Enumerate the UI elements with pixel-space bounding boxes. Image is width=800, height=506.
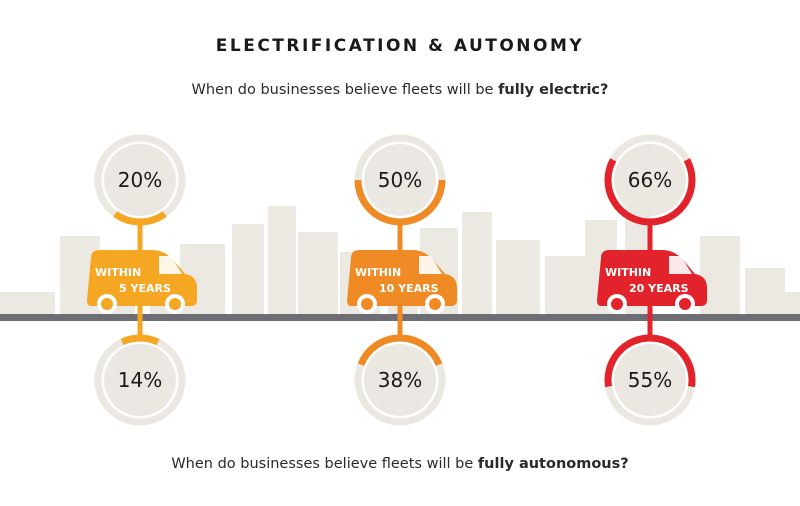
autonomous-value-label: 38% (378, 368, 422, 392)
question-fully-electric-emphasis: fully electric? (498, 82, 609, 98)
category-label-line1: WITHIN (605, 266, 651, 279)
category-column: 66% 55% WITHIN 20 YEARS (597, 134, 707, 426)
category-label-line1: WITHIN (355, 266, 401, 279)
category-label-line2: 5 YEARS (119, 282, 171, 295)
question-fully-electric: When do businesses believe fleets will b… (0, 82, 800, 98)
van-window (159, 256, 182, 274)
van-hubcap (429, 298, 441, 310)
circle-fill (364, 144, 436, 216)
category-column: 50% 38% WITHIN 10 YEARS (347, 134, 457, 426)
page-title: ELECTRIFICATION & AUTONOMY (215, 36, 585, 56)
category-label-line2: 20 YEARS (629, 282, 689, 295)
circle-fill (104, 144, 176, 216)
van-hubcap (679, 298, 691, 310)
autonomous-value-arc (120, 334, 160, 346)
electric-value-label: 66% (628, 168, 672, 192)
autonomous-value-arc (604, 334, 696, 388)
question-fully-autonomous-emphasis: fully autonomous? (477, 456, 629, 472)
category-label-line2: 10 YEARS (379, 282, 439, 295)
electric-value-arc (113, 211, 167, 226)
category-label-line1: WITHIN (95, 266, 141, 279)
question-fully-electric-prefix: When do businesses believe fleets will b… (191, 82, 499, 98)
skyline-building (462, 212, 492, 314)
category-column: 20% 14% WITHIN 5 YEARS (87, 134, 197, 426)
circle-fill (364, 344, 436, 416)
circle-fill (104, 344, 176, 416)
electric-value-label: 20% (118, 168, 162, 192)
question-fully-autonomous-prefix: When do businesses believe fleets will b… (171, 456, 478, 472)
skyline-building (268, 206, 296, 314)
electric-value-arc (354, 179, 446, 226)
van-icon: WITHIN 20 YEARS (597, 250, 707, 314)
autonomous-value-label: 14% (118, 368, 162, 392)
van-hubcap (169, 298, 181, 310)
van-hubcap (611, 298, 623, 310)
skyline-building (232, 224, 264, 314)
electric-value-arc (604, 158, 696, 226)
van-hubcap (101, 298, 113, 310)
autonomous-value-arc (357, 334, 443, 366)
skyline-building (0, 292, 55, 314)
van-icon: WITHIN 5 YEARS (87, 250, 197, 314)
skyline-building (545, 256, 585, 314)
question-fully-autonomous: When do businesses believe fleets will b… (0, 456, 800, 472)
circle-fill (614, 344, 686, 416)
skyline-building (770, 292, 800, 314)
van-window (669, 256, 692, 274)
skyline-building (496, 240, 540, 314)
electric-value-label: 50% (378, 168, 422, 192)
circle-fill (614, 144, 686, 216)
van-window (419, 256, 442, 274)
van-icon: WITHIN 10 YEARS (347, 250, 457, 314)
skyline-building (298, 232, 338, 314)
van-hubcap (361, 298, 373, 310)
autonomous-value-label: 55% (628, 368, 672, 392)
